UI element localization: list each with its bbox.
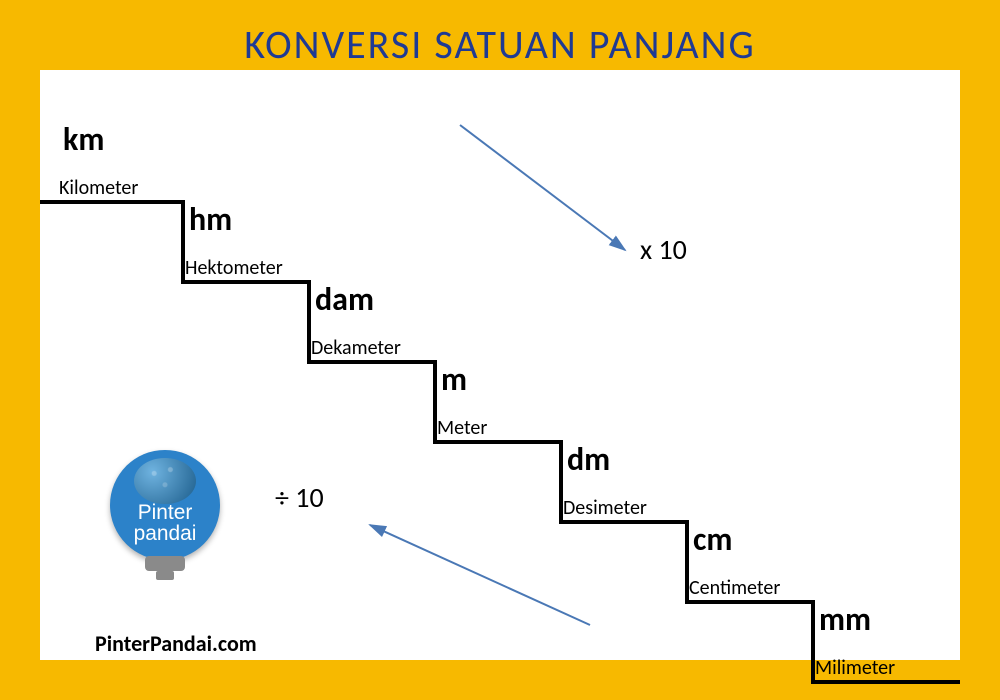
multiply-arrow [460,125,625,250]
logo-text: Pinter pandai [110,503,220,545]
brain-icon [134,458,196,504]
divide-arrow [370,525,590,625]
logo-line2: pandai [110,524,220,545]
frame: KONVERSI SATUAN PANJANG kmKilometerhmHek… [0,0,1000,700]
step-tread [937,680,960,684]
logo-line1: Pinter [110,503,220,524]
arrows-layer [40,70,960,660]
multiply-label: x 10 [640,232,687,267]
divide-label: ÷ 10 [275,480,324,515]
diagram-panel: kmKilometerhmHektometerdamDekametermMete… [40,70,960,660]
step-tread [811,680,937,684]
attribution: PinterPandai.com [95,630,257,657]
